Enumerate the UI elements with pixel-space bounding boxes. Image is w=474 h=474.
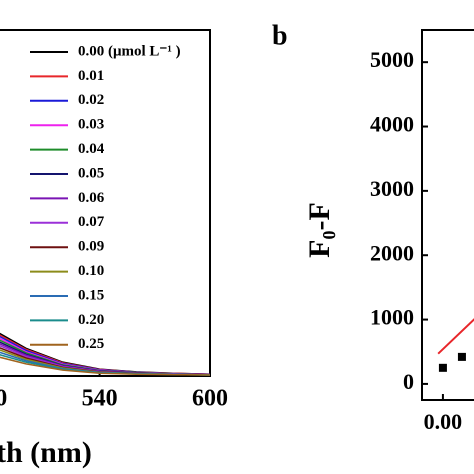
- legend-label: 0.20: [78, 312, 104, 328]
- y-tick-label: 5000: [370, 47, 414, 72]
- spectrum-line: [0, 339, 211, 376]
- spectrum-line: [0, 356, 211, 376]
- plot-frame: [0, 29, 211, 377]
- legend-label: 0.09: [78, 239, 104, 255]
- x-tick-label: 600: [192, 386, 228, 412]
- y-tick-label: 4000: [370, 112, 414, 137]
- legend-label: 0.00 (μmol L⁻¹ ): [78, 43, 181, 59]
- panel-label: b: [272, 20, 288, 51]
- plot-frame: [421, 29, 474, 401]
- x-tick-label: 0.00: [424, 409, 463, 434]
- legend-label: 0.25: [78, 336, 104, 352]
- y-tick-label: 2000: [370, 240, 414, 265]
- x-tick-label: 480: [0, 386, 7, 412]
- legend-label: 0.10: [78, 263, 104, 279]
- legend-label: 0.07: [78, 214, 105, 230]
- legend-label: 0.01: [78, 68, 104, 84]
- data-point: [457, 352, 466, 361]
- spectrum-line: [0, 335, 211, 376]
- y-tick-label: 3000: [370, 176, 414, 201]
- y-tick-label: 1000: [370, 305, 414, 330]
- legend-label: 0.03: [78, 117, 104, 133]
- fit-line: [437, 318, 474, 355]
- y-tick-label: 0: [403, 369, 414, 394]
- legend-label: 0.05: [78, 165, 104, 181]
- y-axis-label: F₀-F: [303, 202, 336, 258]
- legend-label: 0.06: [78, 190, 105, 206]
- legend-label: 0.02: [78, 92, 104, 108]
- x-axis-label: th (nm): [0, 436, 92, 469]
- legend-label: 0.15: [78, 287, 104, 303]
- legend-label: 0.04: [78, 141, 105, 157]
- x-tick-label: 540: [82, 386, 118, 412]
- data-point: [438, 363, 447, 372]
